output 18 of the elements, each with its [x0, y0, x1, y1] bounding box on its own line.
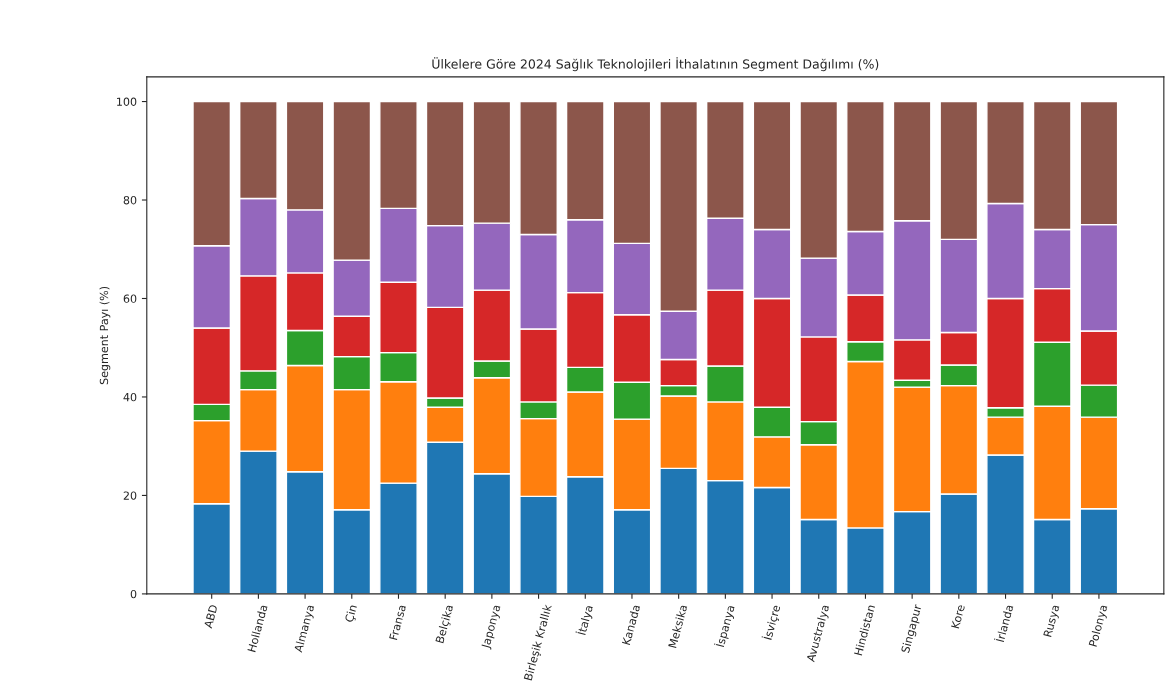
y-tick-label: 20 — [123, 491, 137, 500]
y-tick-label: 100 — [117, 97, 137, 106]
x-tick-label: Belçika — [435, 604, 456, 644]
y-tick-label: 40 — [123, 392, 137, 402]
x-tick-label: Birleşik Krallık — [523, 603, 554, 682]
y-tick-label: 80 — [123, 195, 137, 205]
y-tick-label: 0 — [130, 589, 137, 599]
y-axis-title: Segment Payı (%) — [99, 286, 111, 385]
x-tick-label: Fransa — [389, 604, 407, 641]
x-tick-label: Kanada — [621, 604, 641, 645]
x-tick-label: İtalya — [575, 604, 596, 636]
y-tick-label: 60 — [123, 294, 137, 303]
x-tick-label: Polonya — [1088, 604, 1110, 648]
x-tick-label: Kore — [951, 604, 965, 629]
x-tick-label: Çin — [344, 604, 359, 624]
chart-title: Ülkelere Göre 2024 Sağlık Teknolojileri İthalatının Segment Dağılımı (%) — [432, 57, 879, 72]
x-tick-label: Rusya — [1043, 604, 1062, 638]
x-tick-label: ABD — [203, 604, 218, 629]
